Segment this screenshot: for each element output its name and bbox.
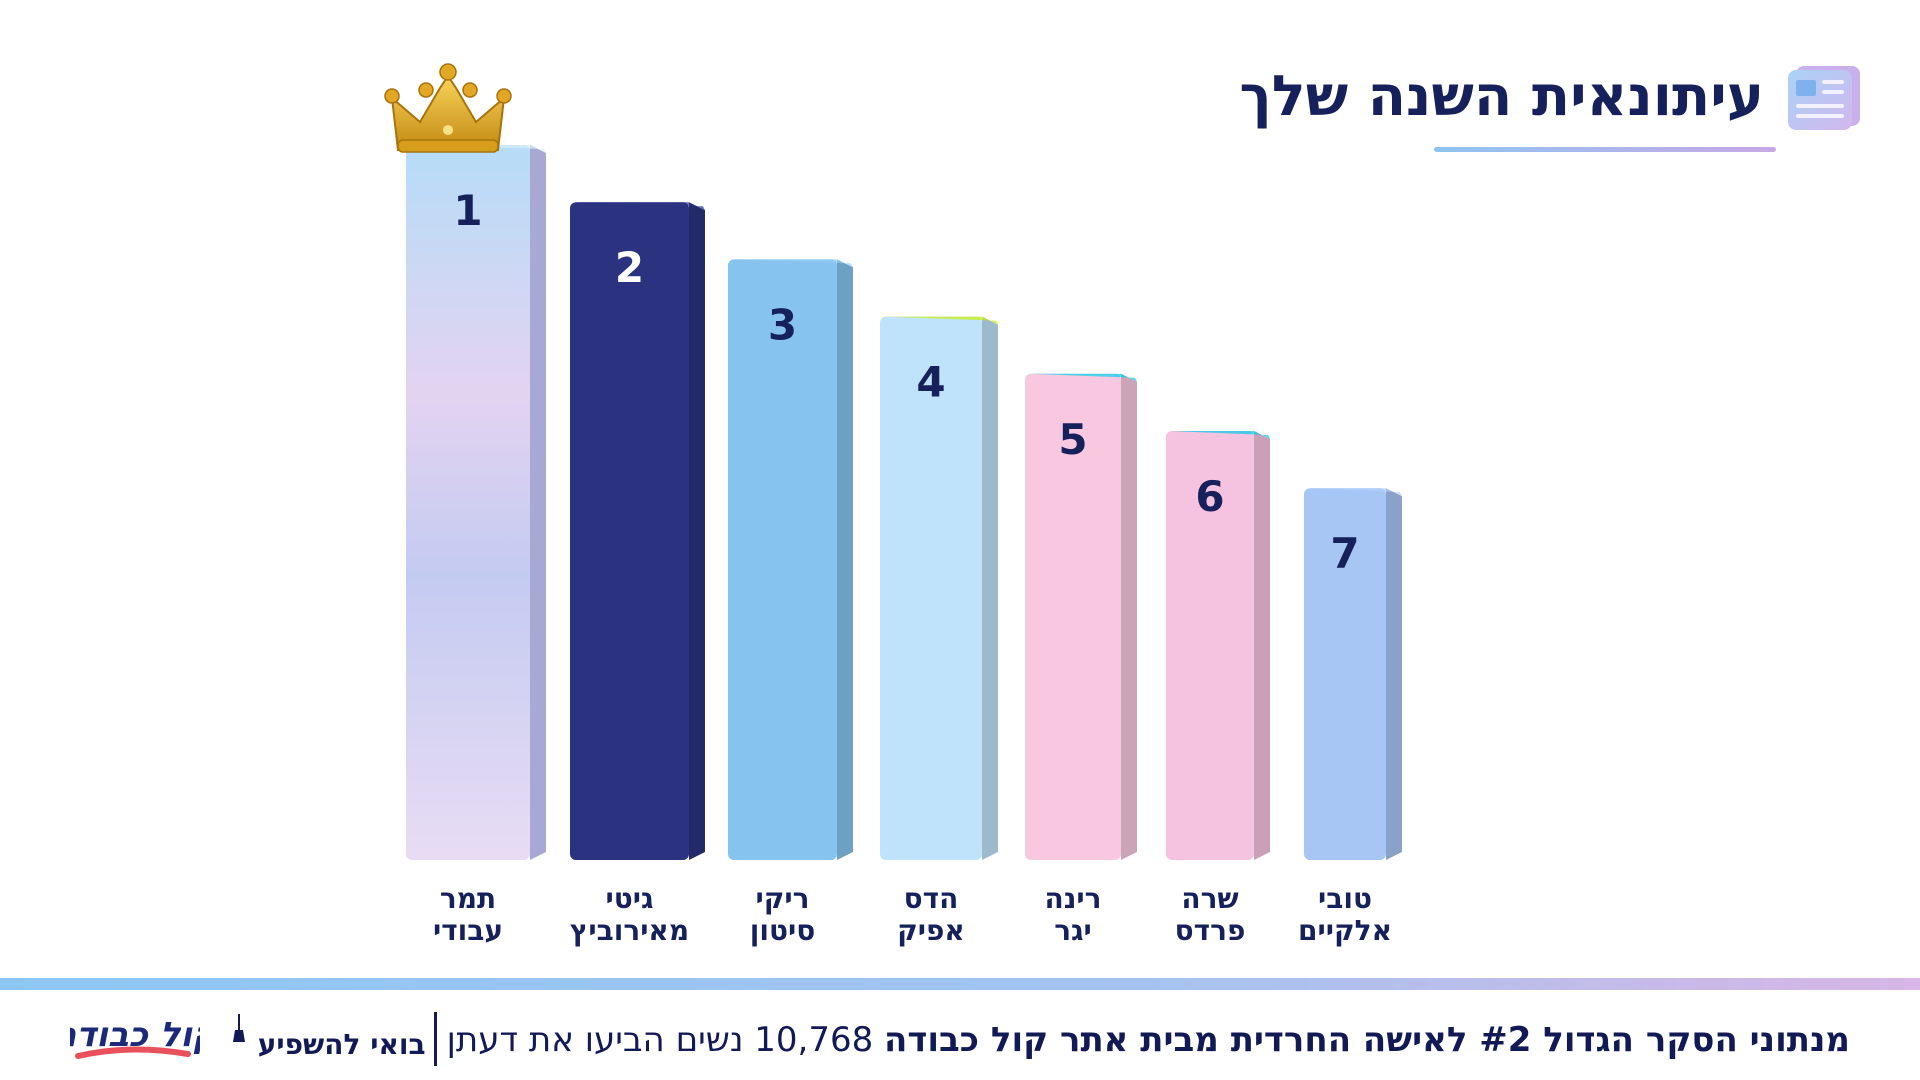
footer-separator xyxy=(434,1012,437,1066)
bar-side xyxy=(530,145,546,860)
bar-front xyxy=(406,145,530,860)
bar-top xyxy=(732,259,853,268)
name-first: טובי xyxy=(1318,882,1372,915)
name-last: אפיק xyxy=(897,914,965,947)
survey-caption-bold: מנתוני הסקר הגדול #2 לאישה החרדית מבית א… xyxy=(884,1020,1850,1060)
rank-label: 3 xyxy=(768,300,797,349)
survey-caption: מנתוני הסקר הגדול #2 לאישה החרדית מבית א… xyxy=(447,1020,1850,1060)
bar-front xyxy=(880,316,982,861)
name-first: ריקי xyxy=(756,882,810,915)
title-block: עיתונאית השנה שלך xyxy=(1239,62,1864,132)
name-first: תמר xyxy=(440,882,496,915)
name-first: רינה xyxy=(1044,882,1101,915)
rank-label: 1 xyxy=(453,186,482,235)
rank-label: 2 xyxy=(615,243,644,292)
bar-side xyxy=(1121,373,1137,860)
bar-side xyxy=(689,202,705,860)
rank-label: 5 xyxy=(1058,415,1087,464)
bar-front xyxy=(728,259,837,860)
footer-divider xyxy=(0,978,1920,990)
bar-top xyxy=(1029,373,1137,382)
name-first: גיטי xyxy=(605,882,653,915)
rank-label: 4 xyxy=(916,358,945,407)
bar-top xyxy=(410,145,546,153)
crown-icon xyxy=(384,63,512,153)
bar-side xyxy=(1386,488,1402,860)
name-last: עבודי xyxy=(433,914,503,947)
bar-side xyxy=(1254,431,1270,860)
bar-top xyxy=(1170,431,1270,439)
logo-text: קול כבודה xyxy=(70,1015,200,1055)
name-last: סיטון xyxy=(750,914,816,947)
rank-label: 7 xyxy=(1330,529,1359,578)
bar-top xyxy=(884,316,998,325)
bar-front xyxy=(1304,488,1386,860)
slogan: בואי להשפיע xyxy=(230,1014,426,1061)
name-last: יגר xyxy=(1054,914,1092,947)
newspaper-icon xyxy=(1788,66,1860,130)
name-first: הדס xyxy=(904,882,959,915)
kol-kvoda-logo-icon: קול כבודה xyxy=(70,1015,200,1059)
bar-side xyxy=(837,259,853,860)
bar-top xyxy=(574,202,705,211)
bar-front xyxy=(1025,373,1121,860)
bar-top xyxy=(1308,488,1402,497)
name-last: פרדס xyxy=(1175,914,1246,947)
bar-front xyxy=(1166,431,1254,860)
bell-icon xyxy=(233,1014,245,1042)
slogan-text: בואי להשפיע xyxy=(257,1028,426,1061)
name-last: מאירוביץ xyxy=(570,914,689,947)
bar-front xyxy=(570,202,689,860)
name-last: אלקיים xyxy=(1298,914,1392,947)
survey-caption-count: 10,768 נשים הביעו את דעתן xyxy=(446,1020,885,1060)
rank-label: 6 xyxy=(1195,472,1224,521)
bar-side xyxy=(982,316,998,861)
name-first: שרה xyxy=(1181,882,1238,915)
title-underline xyxy=(1434,147,1776,152)
page-title: עיתונאית השנה שלך xyxy=(1239,64,1764,129)
